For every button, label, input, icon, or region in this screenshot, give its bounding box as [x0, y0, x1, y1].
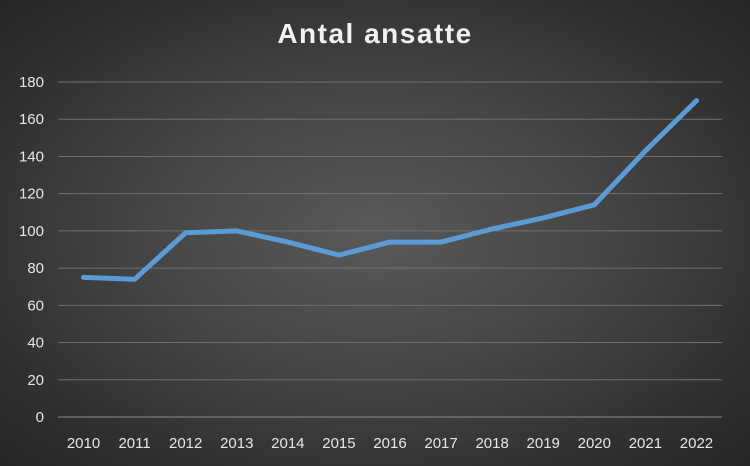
gridlines [58, 81, 722, 418]
x-tick-label: 2013 [220, 435, 253, 452]
x-tick-label: 2015 [322, 435, 355, 452]
x-tick-label: 2022 [680, 435, 713, 452]
y-tick-label: 0 [36, 409, 44, 426]
x-tick-label: 2017 [424, 435, 457, 452]
series-line [81, 98, 699, 282]
x-tick-label: 2011 [118, 435, 150, 452]
y-axis-ticks: 0 20 40 60 80 100 120 140 160 180 [19, 74, 44, 426]
x-tick-label: 2016 [373, 435, 406, 452]
x-tick-label: 2012 [169, 435, 202, 452]
y-tick-label: 60 [27, 297, 44, 314]
chart-title: Antal ansatte [277, 18, 473, 49]
series-layer [81, 98, 699, 282]
x-tick-label: 2010 [67, 435, 100, 452]
y-tick-label: 180 [19, 74, 44, 91]
y-tick-label: 80 [27, 260, 44, 277]
x-tick-label: 2018 [475, 435, 508, 452]
y-tick-label: 160 [19, 111, 44, 128]
x-tick-label: 2021 [629, 435, 662, 452]
x-tick-label: 2014 [271, 435, 304, 452]
y-tick-label: 40 [27, 335, 44, 352]
y-tick-label: 140 [19, 148, 44, 165]
y-tick-label: 20 [27, 372, 44, 389]
x-axis-ticks: 2010 2011 2012 2013 2014 2015 2016 2017 2018 2019… [67, 435, 713, 452]
y-tick-label: 120 [19, 186, 44, 203]
x-tick-label: 2019 [527, 435, 560, 452]
y-tick-label: 100 [19, 223, 44, 240]
x-tick-label: 2020 [578, 435, 611, 452]
